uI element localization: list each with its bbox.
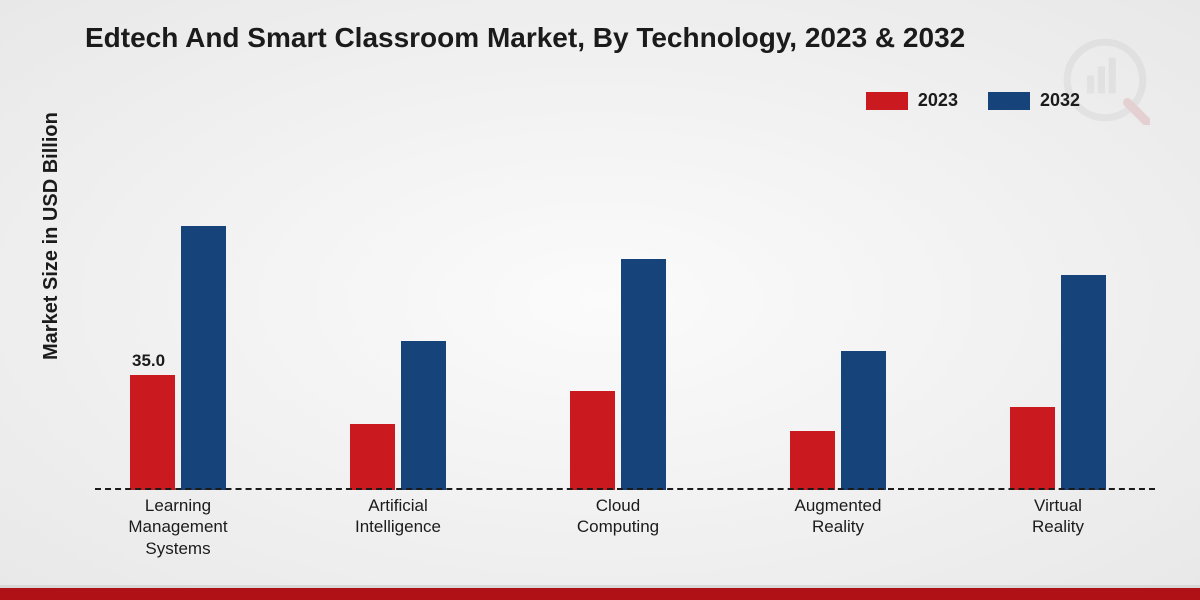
- bar-2023: [1010, 407, 1055, 490]
- bar-2032: [1061, 275, 1106, 490]
- legend: 2023 2032: [866, 90, 1080, 111]
- legend-swatch-2023: [866, 92, 908, 110]
- x-axis-label-line: Virtual: [1034, 496, 1082, 515]
- x-axis-label-line: Augmented: [795, 496, 882, 515]
- bar-group: [570, 259, 680, 490]
- x-axis-label: Augmented Reality: [763, 495, 913, 538]
- bar-2032: [181, 226, 226, 490]
- legend-item-2032: 2032: [988, 90, 1080, 111]
- x-axis-label-line: Cloud: [596, 496, 640, 515]
- bar-group: [350, 341, 460, 490]
- plot-area: 35.0: [95, 160, 1155, 490]
- legend-swatch-2032: [988, 92, 1030, 110]
- y-axis-label: Market Size in USD Billion: [40, 112, 63, 360]
- legend-item-2023: 2023: [866, 90, 958, 111]
- x-axis-label-line: Learning: [145, 496, 211, 515]
- bar-2032: [401, 341, 446, 490]
- bar-2023: [350, 424, 395, 490]
- x-axis-label: Cloud Computing: [543, 495, 693, 538]
- bar-2023: [130, 375, 175, 490]
- x-axis-label-line: Computing: [577, 517, 659, 536]
- bar-group: [790, 351, 900, 490]
- footer-accent-bar: [0, 588, 1200, 600]
- legend-label-2023: 2023: [918, 90, 958, 111]
- legend-label-2032: 2032: [1040, 90, 1080, 111]
- x-axis-label-line: Management: [128, 517, 227, 536]
- x-axis-baseline: [95, 488, 1155, 490]
- bar-2023: [790, 431, 835, 490]
- bar-2032: [841, 351, 886, 490]
- x-axis-label-line: Intelligence: [355, 517, 441, 536]
- x-axis-label: Virtual Reality: [983, 495, 1133, 538]
- bar-group: 35.0: [130, 226, 240, 490]
- x-axis-label-line: Systems: [145, 539, 210, 558]
- chart-container: Edtech And Smart Classroom Market, By Te…: [0, 0, 1200, 600]
- bar-2032: [621, 259, 666, 490]
- bar-group: [1010, 275, 1120, 490]
- x-axis-label: Learning Management Systems: [103, 495, 253, 559]
- bar-2023: [570, 391, 615, 490]
- x-axis-label-line: Reality: [1032, 517, 1084, 536]
- bar-data-label: 35.0: [132, 351, 165, 371]
- x-axis-label-line: Artificial: [368, 496, 428, 515]
- watermark-logo-icon: [1060, 35, 1150, 125]
- x-axis-label: Artificial Intelligence: [323, 495, 473, 538]
- x-axis-label-line: Reality: [812, 517, 864, 536]
- chart-title: Edtech And Smart Classroom Market, By Te…: [85, 22, 965, 54]
